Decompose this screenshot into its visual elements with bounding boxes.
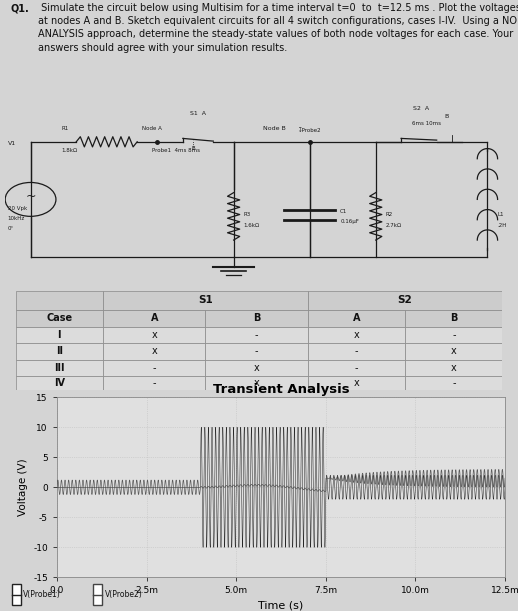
Text: V(Probe1): V(Probe1)	[23, 590, 61, 599]
Text: R1: R1	[61, 126, 68, 131]
Text: x: x	[151, 346, 157, 356]
Text: I: I	[57, 330, 61, 340]
Bar	[405, 376, 502, 390]
Text: B: B	[253, 313, 260, 323]
Bar	[206, 343, 308, 359]
Bar	[16, 359, 103, 376]
Bar	[16, 376, 103, 390]
Text: -: -	[255, 346, 258, 356]
Bar	[206, 359, 308, 376]
Text: -: -	[355, 363, 358, 373]
Text: B: B	[444, 114, 449, 119]
Text: -: -	[153, 378, 156, 388]
Title: Transient Analysis: Transient Analysis	[213, 383, 349, 396]
Text: -: -	[153, 363, 156, 373]
Bar	[103, 359, 206, 376]
Text: R3: R3	[244, 213, 251, 218]
Bar	[16, 310, 103, 326]
Bar	[103, 326, 206, 343]
Text: B: B	[450, 313, 457, 323]
Bar	[16, 326, 103, 343]
Text: S2: S2	[398, 296, 412, 306]
Bar	[16, 343, 103, 359]
Text: A: A	[353, 313, 360, 323]
Text: Probe1  4ms 8ms: Probe1 4ms 8ms	[152, 148, 200, 153]
Bar	[308, 376, 405, 390]
Text: x: x	[451, 346, 457, 356]
Text: -: -	[255, 330, 258, 340]
Bar	[206, 326, 308, 343]
Text: IV: IV	[54, 378, 65, 388]
Text: x: x	[353, 330, 359, 340]
Bar	[16, 291, 103, 310]
Text: 1.8kΩ: 1.8kΩ	[61, 148, 77, 153]
Bar	[308, 343, 405, 359]
Y-axis label: Voltage (V): Voltage (V)	[18, 458, 27, 516]
Text: 10kHz: 10kHz	[8, 216, 25, 221]
Text: C1: C1	[340, 209, 348, 214]
Bar	[308, 326, 405, 343]
Bar	[103, 376, 206, 390]
X-axis label: Time (s): Time (s)	[258, 601, 304, 611]
Bar	[405, 326, 502, 343]
Text: 2.7kΩ: 2.7kΩ	[386, 222, 402, 227]
Text: .2H: .2H	[498, 222, 507, 227]
Text: S2  A: S2 A	[413, 106, 429, 111]
Text: Node A: Node A	[142, 126, 162, 131]
Text: 6ms 10ms: 6ms 10ms	[412, 121, 441, 126]
Text: 20 Vpk: 20 Vpk	[8, 205, 27, 211]
Bar	[103, 310, 206, 326]
Text: III: III	[54, 363, 65, 373]
Text: 0°: 0°	[8, 226, 14, 231]
Text: S1  A: S1 A	[190, 111, 206, 115]
Text: V(Probe2): V(Probe2)	[105, 590, 142, 599]
Text: Node B: Node B	[263, 126, 285, 131]
Text: L1: L1	[498, 213, 504, 218]
Text: x: x	[254, 363, 260, 373]
Text: Q1.: Q1.	[10, 3, 29, 13]
Bar	[103, 343, 206, 359]
Text: -: -	[355, 346, 358, 356]
Text: Case: Case	[46, 313, 73, 323]
Bar	[206, 310, 308, 326]
Text: 1.6kΩ: 1.6kΩ	[244, 222, 260, 227]
Text: A: A	[151, 313, 158, 323]
Text: x: x	[353, 378, 359, 388]
Bar	[405, 343, 502, 359]
Text: x: x	[254, 378, 260, 388]
Text: V1: V1	[8, 141, 16, 146]
Text: -: -	[452, 378, 455, 388]
Text: ↧Probe2: ↧Probe2	[298, 128, 322, 133]
Text: x: x	[451, 363, 457, 373]
Bar	[405, 359, 502, 376]
Bar	[405, 310, 502, 326]
Text: ~: ~	[25, 189, 36, 202]
Text: 0.16μF: 0.16μF	[340, 219, 359, 224]
Text: II: II	[56, 346, 63, 356]
Text: -: -	[452, 330, 455, 340]
Text: R2: R2	[386, 213, 393, 218]
Bar	[11, 584, 21, 605]
Bar	[206, 376, 308, 390]
Bar	[103, 291, 308, 310]
Text: S1: S1	[198, 296, 213, 306]
Text: Simulate the circuit below using Multisim for a time interval t=0  to  t=12.5 ms: Simulate the circuit below using Multisi…	[38, 3, 518, 53]
Bar	[308, 359, 405, 376]
Bar	[308, 291, 502, 310]
Text: x: x	[151, 330, 157, 340]
Bar	[93, 584, 103, 605]
Bar	[308, 310, 405, 326]
Text: B: B	[191, 146, 195, 152]
